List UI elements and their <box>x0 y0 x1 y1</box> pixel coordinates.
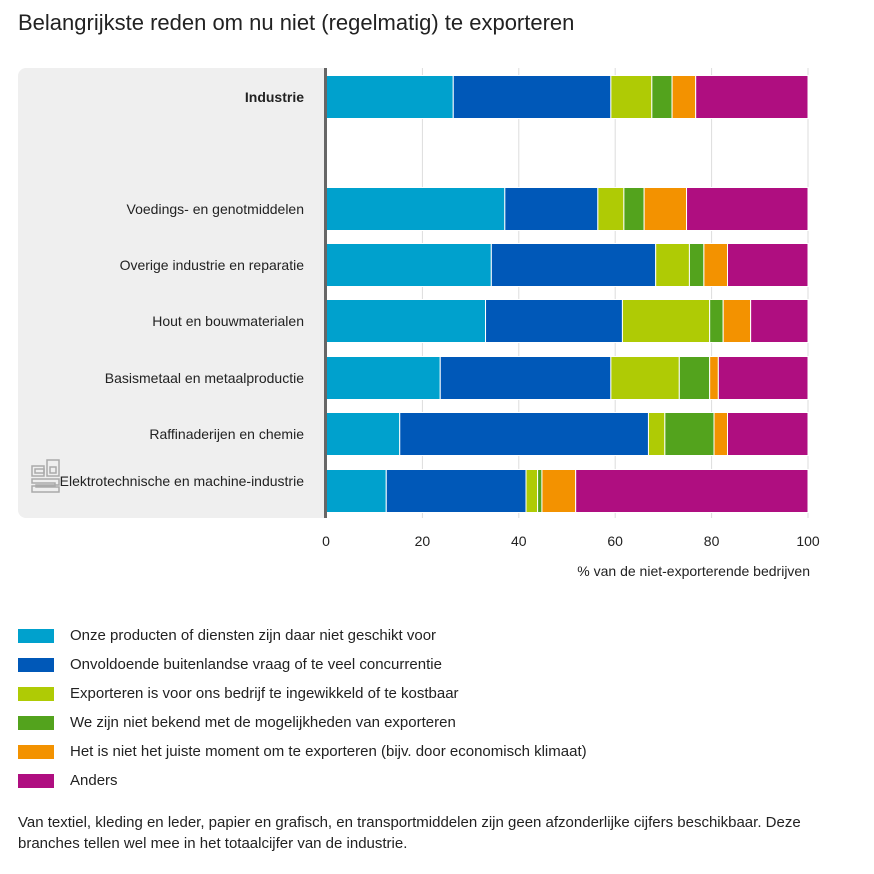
category-label: Industrie <box>244 89 304 105</box>
bar-segment[interactable] <box>621 299 711 343</box>
bar-segment[interactable] <box>597 187 625 231</box>
bar-segment[interactable] <box>575 469 809 513</box>
bar-segment[interactable] <box>623 187 645 231</box>
bar-segment[interactable] <box>452 75 612 119</box>
bar-segment[interactable] <box>610 75 653 119</box>
legend-item[interactable]: Exporteren is voor ons bedrijf te ingewi… <box>18 679 587 708</box>
category-label-panel <box>18 68 326 518</box>
bar-segment[interactable] <box>325 187 506 231</box>
legend-swatch <box>18 744 54 759</box>
x-tick-label: 0 <box>322 533 330 549</box>
x-tick-label: 20 <box>414 533 431 549</box>
bar-segment[interactable] <box>709 299 724 343</box>
bar-segment[interactable] <box>655 243 690 287</box>
legend-label: Anders <box>70 772 118 789</box>
bar-segment[interactable] <box>325 412 401 456</box>
bar-segment[interactable] <box>709 356 719 400</box>
bar-segment[interactable] <box>713 412 729 456</box>
bar-segment[interactable] <box>703 243 729 287</box>
bar-segment[interactable] <box>722 299 752 343</box>
legend-item[interactable]: Onvoldoende buitenlandse vraag of te vee… <box>18 650 587 679</box>
bar-segment[interactable] <box>610 356 680 400</box>
bar-segment[interactable] <box>647 412 666 456</box>
bar-segment[interactable] <box>325 356 441 400</box>
bar-segment[interactable] <box>490 243 657 287</box>
category-label: Voedings- en genotmiddelen <box>126 201 304 217</box>
legend-swatch <box>18 715 54 730</box>
bar-segment[interactable] <box>727 243 809 287</box>
bar-segment[interactable] <box>671 75 697 119</box>
bar-segment[interactable] <box>541 469 577 513</box>
bar-segment[interactable] <box>727 412 809 456</box>
legend-swatch <box>18 628 54 643</box>
bar-segment[interactable] <box>678 356 711 400</box>
x-tick-label: 100 <box>796 533 820 549</box>
bar-segment[interactable] <box>664 412 715 456</box>
legend-item[interactable]: Onze producten of diensten zijn daar nie… <box>18 621 587 650</box>
category-label: Overige industrie en reparatie <box>119 257 304 273</box>
category-label: Raffinaderijen en chemie <box>149 426 304 442</box>
x-tick-label: 60 <box>607 533 623 549</box>
bars <box>325 75 809 513</box>
bar-segment[interactable] <box>750 299 809 343</box>
bar-segment[interactable] <box>485 299 623 343</box>
bar-segment[interactable] <box>325 75 454 119</box>
bar-segment[interactable] <box>695 75 809 119</box>
bar-segment[interactable] <box>325 243 492 287</box>
x-tick-label: 40 <box>511 533 527 549</box>
legend-swatch <box>18 686 54 701</box>
legend-label: Exporteren is voor ons bedrijf te ingewi… <box>70 685 459 702</box>
bar-segment[interactable] <box>399 412 649 456</box>
bar-segment[interactable] <box>325 469 387 513</box>
cbs-logo-icon <box>31 459 60 493</box>
bar-segment[interactable] <box>504 187 599 231</box>
legend-label: Het is niet het juiste moment om te expo… <box>70 743 587 760</box>
chart-title: Belangrijkste reden om nu niet (regelmat… <box>18 10 575 35</box>
legend: Onze producten of diensten zijn daar nie… <box>18 621 587 795</box>
bar-segment[interactable] <box>439 356 612 400</box>
legend-item[interactable]: We zijn niet bekend met de mogelijkheden… <box>18 708 587 737</box>
bar-segment[interactable] <box>688 243 705 287</box>
bar-segment[interactable] <box>325 299 487 343</box>
y-axis-line <box>324 68 327 518</box>
bar-segment[interactable] <box>643 187 688 231</box>
legend-item[interactable]: Anders <box>18 766 587 795</box>
bar-segment[interactable] <box>686 187 809 231</box>
bar-segment[interactable] <box>385 469 527 513</box>
x-axis-label: % van de niet-exporterende bedrijven <box>577 563 810 579</box>
x-tick-label: 80 <box>703 533 720 549</box>
legend-label: Onvoldoende buitenlandse vraag of te vee… <box>70 656 442 673</box>
bar-segment[interactable] <box>525 469 539 513</box>
legend-item[interactable]: Het is niet het juiste moment om te expo… <box>18 737 587 766</box>
legend-label: Onze producten of diensten zijn daar nie… <box>70 627 437 644</box>
bar-segment[interactable] <box>651 75 673 119</box>
category-label: Basismetaal en metaalproductie <box>104 370 304 386</box>
category-label: Elektrotechnische en machine-industrie <box>59 473 304 489</box>
legend-swatch <box>18 773 54 788</box>
footnote: Van textiel, kleding en leder, papier en… <box>18 814 801 852</box>
legend-swatch <box>18 657 54 672</box>
bar-segment[interactable] <box>717 356 809 400</box>
bar-segment[interactable] <box>537 469 543 513</box>
category-label: Hout en bouwmaterialen <box>152 313 304 329</box>
legend-label: We zijn niet bekend met de mogelijkheden… <box>70 714 456 731</box>
